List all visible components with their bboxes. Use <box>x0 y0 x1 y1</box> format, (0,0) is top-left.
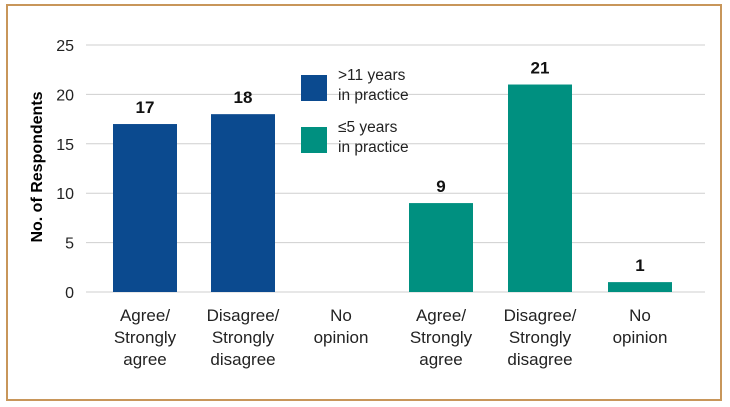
legend-swatch <box>301 75 327 101</box>
bar-0-1 <box>211 114 275 292</box>
x-tick-label: Agree/Strongly agree <box>410 306 473 369</box>
y-tick-label: 25 <box>56 38 74 55</box>
legend: >11 years in practice ≤5 years in practice <box>301 67 409 156</box>
bar-0-0 <box>113 124 177 292</box>
bars <box>113 84 672 293</box>
y-axis-ticks: 0 5 10 15 20 25 <box>56 38 74 302</box>
bar-1-1 <box>508 84 572 293</box>
legend-label: ≤5 years in practice <box>338 119 409 156</box>
value-labels: 17 18 9 21 1 <box>136 59 645 276</box>
y-tick-label: 15 <box>56 137 74 154</box>
bar-1-0 <box>409 203 473 292</box>
y-tick-label: 5 <box>65 236 74 253</box>
value-label: 17 <box>136 98 155 117</box>
x-tick-label: Disagree/Strongly disagree <box>504 306 577 369</box>
gridlines <box>86 44 705 293</box>
y-tick-label: 0 <box>65 285 74 302</box>
value-label: 18 <box>234 88 253 107</box>
x-tick-label: No opinion <box>314 306 369 347</box>
y-tick-label: 20 <box>56 87 74 104</box>
value-label: 1 <box>635 256 644 275</box>
y-tick-label: 10 <box>56 186 74 203</box>
value-label: 9 <box>436 177 445 196</box>
y-axis-label: No. of Respondents <box>29 91 46 242</box>
x-tick-label: No opinion <box>613 306 668 347</box>
legend-swatch <box>301 127 327 153</box>
x-axis-labels: Agree/Strongly agree Disagree/Strongly disa… <box>114 306 668 369</box>
legend-label: >11 years in practice <box>338 67 409 104</box>
bar-1-2 <box>608 282 672 292</box>
value-label: 21 <box>531 59 550 78</box>
x-tick-label: Disagree/Strongly disagree <box>207 306 280 369</box>
x-tick-label: Agree/Strongly agree <box>114 306 177 369</box>
